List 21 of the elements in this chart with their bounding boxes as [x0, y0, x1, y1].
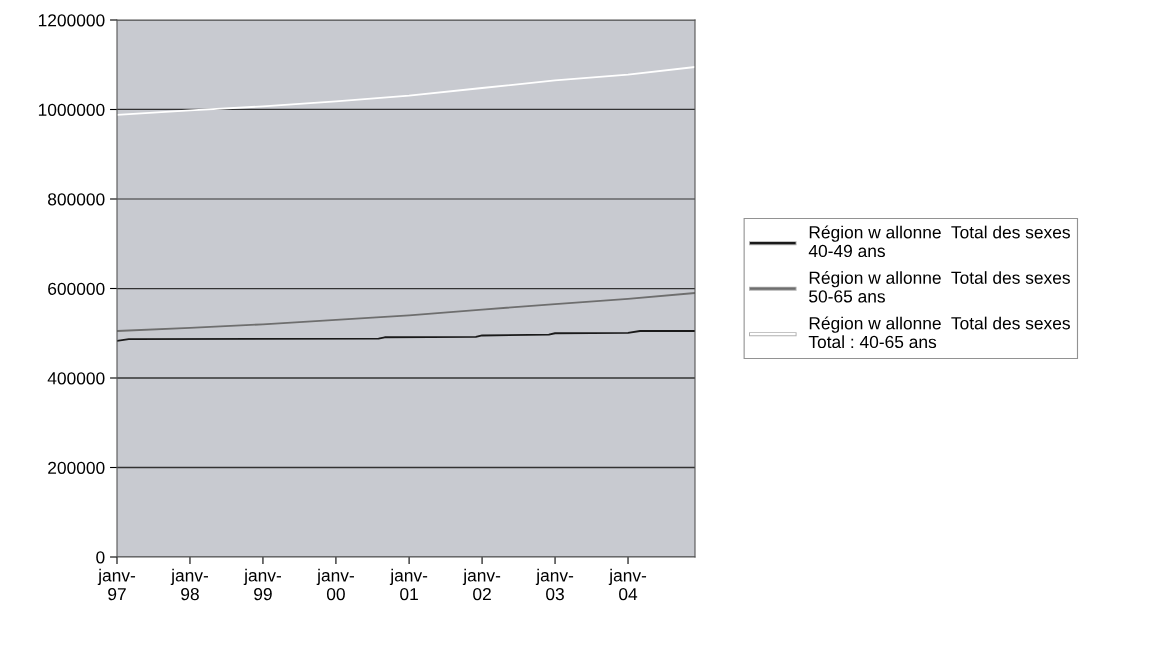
- line-series: [117, 330, 695, 342]
- x-tick-label: janv- 04: [608, 568, 647, 601]
- y-tick-label: 200000: [48, 461, 105, 474]
- x-tick-label: janv- 99: [243, 568, 281, 601]
- legend-label: Région w allonne Total des sexes Total : 40-65 ans: [808, 316, 1070, 349]
- y-tick-label: 1200000: [38, 14, 105, 27]
- line-series: [117, 292, 695, 332]
- y-tick-label: 1000000: [38, 103, 105, 116]
- y-tick-label: 800000: [48, 193, 105, 206]
- x-tick-label: janv- 00: [316, 568, 354, 601]
- y-tick-label: 600000: [48, 282, 105, 295]
- legend-label: Région w allonne Total des sexes 40-49 ans: [808, 225, 1070, 258]
- line-series: [117, 66, 695, 116]
- y-tick-label: 0: [96, 551, 105, 564]
- x-tick-label: janv- 02: [462, 568, 501, 601]
- x-tick-label: janv- 03: [535, 568, 574, 601]
- y-tick-label: 400000: [47, 372, 105, 385]
- x-tick-label: janv- 01: [389, 568, 428, 601]
- legend-label: Région w allonne Total des sexes 50-65 ans: [809, 270, 1070, 303]
- x-tick-label: janv- 97: [97, 568, 136, 601]
- x-tick-label: janv- 98: [170, 568, 209, 601]
